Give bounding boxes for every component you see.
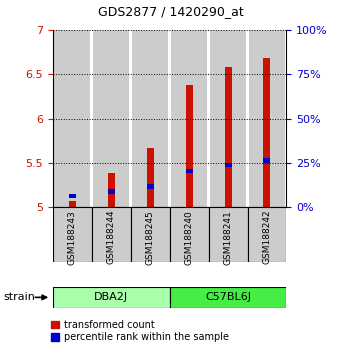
Bar — [224, 163, 232, 167]
Text: GSM188244: GSM188244 — [107, 210, 116, 264]
Text: GSM188243: GSM188243 — [68, 210, 77, 264]
Text: GSM188242: GSM188242 — [263, 210, 271, 264]
Bar — [264, 159, 270, 163]
Bar — [210, 30, 246, 207]
Bar — [69, 201, 76, 207]
Bar — [186, 169, 193, 173]
Bar — [92, 207, 131, 262]
Bar — [53, 207, 92, 262]
Text: GSM188241: GSM188241 — [224, 210, 233, 264]
Bar — [249, 30, 285, 207]
Bar — [147, 148, 154, 207]
Text: GDS2877 / 1420290_at: GDS2877 / 1420290_at — [98, 5, 243, 18]
Bar — [69, 194, 76, 198]
Bar — [186, 85, 193, 207]
Bar — [132, 30, 168, 207]
Text: C57BL6J: C57BL6J — [205, 292, 251, 302]
Text: GSM188240: GSM188240 — [184, 210, 194, 264]
Bar — [209, 207, 248, 262]
Bar — [147, 184, 154, 188]
Legend: transformed count, percentile rank within the sample: transformed count, percentile rank withi… — [51, 320, 228, 342]
Bar — [93, 30, 129, 207]
Text: strain: strain — [3, 292, 35, 302]
Bar — [248, 207, 286, 262]
Bar — [108, 189, 115, 194]
Bar — [224, 67, 232, 207]
Bar — [131, 207, 169, 262]
Bar — [108, 173, 115, 207]
Bar — [264, 58, 270, 207]
Bar — [53, 287, 169, 308]
Text: GSM188245: GSM188245 — [146, 210, 155, 264]
Text: DBA2J: DBA2J — [94, 292, 128, 302]
Bar — [169, 287, 286, 308]
Bar — [55, 30, 90, 207]
Bar — [171, 30, 207, 207]
Bar — [169, 207, 209, 262]
